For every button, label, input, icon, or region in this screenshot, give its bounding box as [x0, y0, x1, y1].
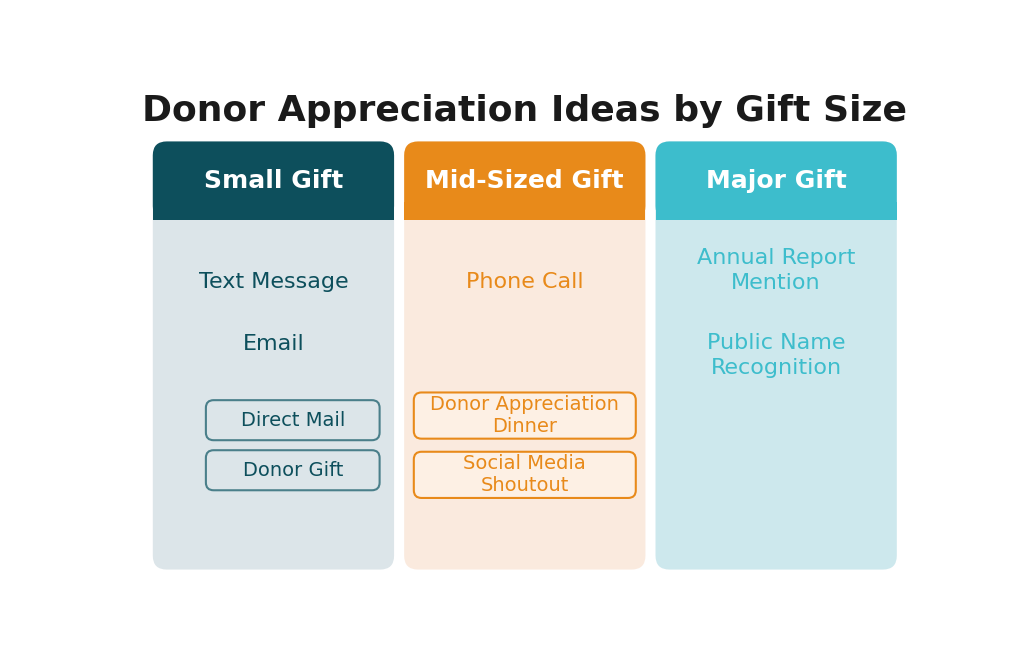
- FancyBboxPatch shape: [206, 400, 380, 440]
- Bar: [404, 202, 645, 220]
- Text: Donor Gift: Donor Gift: [243, 461, 343, 480]
- Text: Mid-Sized Gift: Mid-Sized Gift: [426, 169, 624, 192]
- Text: Donor Appreciation
Dinner: Donor Appreciation Dinner: [430, 395, 620, 436]
- Text: Social Media
Shoutout: Social Media Shoutout: [464, 454, 586, 496]
- Text: Small Gift: Small Gift: [204, 169, 343, 192]
- Text: Email: Email: [243, 334, 304, 354]
- Text: Public Name
Recognition: Public Name Recognition: [707, 333, 846, 378]
- FancyBboxPatch shape: [404, 142, 645, 220]
- Text: Phone Call: Phone Call: [466, 272, 584, 293]
- FancyBboxPatch shape: [655, 142, 897, 220]
- FancyBboxPatch shape: [153, 142, 394, 220]
- FancyBboxPatch shape: [206, 450, 380, 490]
- Text: Donor Appreciation Ideas by Gift Size: Donor Appreciation Ideas by Gift Size: [142, 94, 907, 128]
- FancyBboxPatch shape: [153, 142, 394, 569]
- Bar: [153, 202, 394, 220]
- FancyBboxPatch shape: [414, 393, 636, 439]
- Text: Major Gift: Major Gift: [706, 169, 847, 192]
- Text: Direct Mail: Direct Mail: [241, 411, 345, 430]
- FancyBboxPatch shape: [655, 142, 897, 569]
- Bar: [655, 202, 897, 220]
- FancyBboxPatch shape: [404, 142, 645, 569]
- Text: Text Message: Text Message: [199, 272, 348, 293]
- Text: Annual Report
Mention: Annual Report Mention: [697, 248, 855, 293]
- FancyBboxPatch shape: [414, 452, 636, 498]
